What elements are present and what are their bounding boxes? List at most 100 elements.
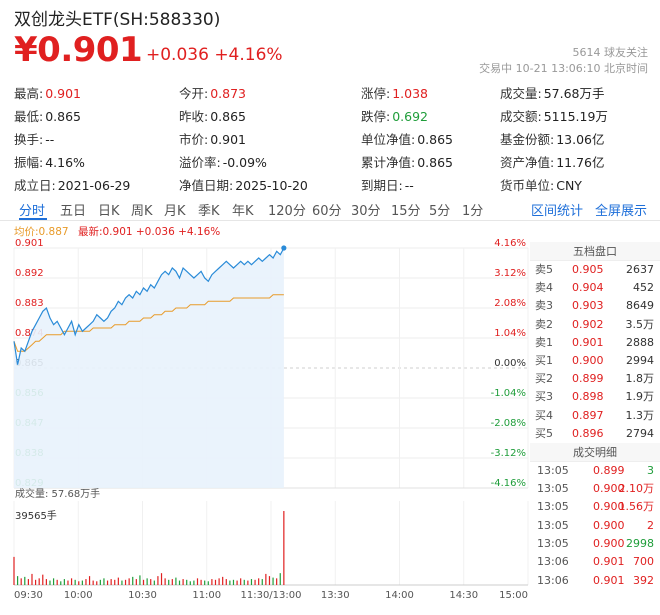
order-book-label: 卖1 (535, 335, 553, 349)
stat-value: 2025-10-20 (235, 178, 308, 193)
trade-row: 13:05 0.899 3 (530, 462, 660, 480)
stat-item: 到期日: -- (361, 175, 414, 194)
order-book-price: 0.897 (572, 408, 604, 422)
order-book-row: 卖1 0.901 2888 (530, 334, 660, 352)
chart-period-tabs: 区间统计 全屏展示 分时 五日 日K 周K 月K 季K 年K 120分 60分 30分 15分 5分 1… (0, 197, 660, 221)
order-book-label: 买1 (535, 353, 553, 367)
time-tick-label: 14:30 (449, 590, 478, 601)
trade-time: 13:06 (537, 573, 569, 587)
stat-item: 换手: -- (14, 129, 54, 148)
order-book-row: 买1 0.900 2994 (530, 352, 660, 370)
order-book-row: 卖5 0.905 2637 (530, 261, 660, 279)
order-book-label: 买4 (535, 408, 553, 422)
trade-vol: 3 (647, 463, 654, 477)
trade-price: 0.899 (593, 463, 625, 477)
stat-value: 0.901 (45, 86, 82, 101)
order-book-label: 买5 (535, 426, 553, 440)
trade-vol: 2 (647, 518, 654, 532)
tab-5[interactable]: 季K (198, 204, 220, 219)
tab-0[interactable]: 分时 (19, 204, 46, 219)
tab-2[interactable]: 日K (98, 204, 120, 219)
order-book-row: 卖4 0.904 452 (530, 279, 660, 297)
order-book-row: 买4 0.897 1.3万 (530, 407, 660, 425)
price-tick-label: 0.901 (15, 238, 44, 249)
pct-tick-label: -4.16% (491, 478, 526, 489)
stat-label: 跌停: (361, 109, 391, 124)
current-price: ¥0.901 (14, 30, 143, 70)
stat-label: 成交量: (500, 86, 542, 101)
stat-item: 涨停: 1.038 (361, 83, 428, 102)
order-book-vol: 1.8万 (625, 372, 655, 386)
stat-label: 市价: (179, 132, 209, 147)
trade-time: 13:05 (537, 463, 569, 477)
trade-row: 13:06 0.901 700 (530, 553, 660, 571)
price-area (14, 248, 284, 488)
trade-price: 0.901 (593, 573, 625, 587)
stat-item: 净值日期: 2025-10-20 (179, 175, 308, 194)
stat-label: 今开: (179, 86, 209, 101)
stat-value: 0.865 (417, 132, 454, 147)
pct-tick-label: -1.04% (491, 388, 526, 399)
stat-item: 最高: 0.901 (14, 83, 81, 102)
tab-12[interactable]: 1分 (462, 204, 484, 219)
stat-value: 11.76亿 (556, 155, 605, 170)
last-price-dot (281, 245, 287, 251)
trade-vol: 2.10万 (618, 482, 655, 496)
stat-item: 成交额: 5115.19万 (500, 106, 608, 125)
price-change: +0.036 +4.16% (146, 45, 283, 65)
trade-time: 13:05 (537, 500, 569, 514)
trade-row: 13:05 0.900 2 (530, 517, 660, 535)
stat-item: 市价: 0.901 (179, 129, 246, 148)
order-book-label: 买2 (535, 372, 553, 386)
tab-10[interactable]: 15分 (391, 204, 421, 219)
stat-label: 资产净值: (500, 155, 555, 170)
tab-3[interactable]: 周K (131, 204, 153, 219)
tab-4[interactable]: 月K (164, 204, 186, 219)
intraday-chart[interactable]: 0.901 4.16% 0.892 3.12% 0.883 2.08% 0.874 1.04%… (0, 236, 660, 615)
tab-9[interactable]: 30分 (351, 204, 381, 219)
volume-max-label: 39565手 (15, 509, 57, 522)
stat-item: 基金份额: 13.06亿 (500, 129, 605, 148)
trade-detail-title: 成交明细 (530, 442, 660, 462)
pct-tick-label: 0.00% (494, 358, 526, 369)
order-book-vol: 2888 (626, 335, 654, 349)
stat-item: 资产净值: 11.76亿 (500, 152, 605, 171)
order-book-vol: 2637 (626, 263, 654, 276)
order-book-row: 卖2 0.902 3.5万 (530, 316, 660, 334)
tab-1[interactable]: 五日 (60, 204, 87, 219)
tab-11[interactable]: 5分 (429, 204, 451, 219)
stat-value: 0.865 (417, 155, 454, 170)
stat-label: 累计净值: (361, 155, 416, 170)
stat-label: 最高: (14, 86, 44, 101)
stat-value: 13.06亿 (556, 132, 605, 147)
interval-stats-link[interactable]: 区间统计 (531, 204, 584, 219)
trade-vol: 1.56万 (618, 500, 655, 514)
tab-7[interactable]: 120分 (268, 204, 306, 219)
active-tab-indicator (19, 218, 47, 220)
security-title: 双创龙头ETF(SH:588330) (14, 10, 221, 30)
stat-item: 单位净值: 0.865 (361, 129, 453, 148)
order-book-vol: 3.5万 (625, 317, 655, 331)
trade-row: 13:05 0.900 2998 (530, 535, 660, 553)
order-book-price: 0.901 (572, 335, 604, 349)
time-tick-label: 11:30/13:00 (240, 590, 301, 601)
follower-count[interactable]: 5614 球友关注 (572, 46, 649, 59)
stat-label: 最低: (14, 109, 44, 124)
order-book-price: 0.898 (572, 390, 604, 404)
trade-row: 13:05 0.900 2.10万 (530, 480, 660, 498)
stats-row: 最低: 0.865 昨收: 0.865 跌停: 0.692 成交额: 5115.19万 (14, 106, 654, 129)
pct-tick-label: -3.12% (491, 448, 526, 459)
stats-row: 最高: 0.901 今开: 0.873 涨停: 1.038 成交量: 57.68万手 (14, 83, 654, 106)
time-tick-label: 10:00 (64, 590, 93, 601)
stat-value: CNY (556, 178, 582, 193)
price-tick-label: 0.883 (15, 298, 44, 309)
stat-value: 1.038 (392, 86, 429, 101)
fullscreen-link[interactable]: 全屏展示 (595, 204, 648, 219)
time-tick-label: 09:30 (14, 590, 43, 601)
pct-tick-label: 1.04% (494, 328, 526, 339)
stats-row: 换手: -- 市价: 0.901 单位净值: 0.865 基金份额: 13.06亿 (14, 129, 654, 152)
tab-8[interactable]: 60分 (312, 204, 342, 219)
pct-tick-label: 3.12% (494, 268, 526, 279)
stat-item: 成交量: 57.68万手 (500, 83, 605, 102)
tab-6[interactable]: 年K (232, 204, 254, 219)
